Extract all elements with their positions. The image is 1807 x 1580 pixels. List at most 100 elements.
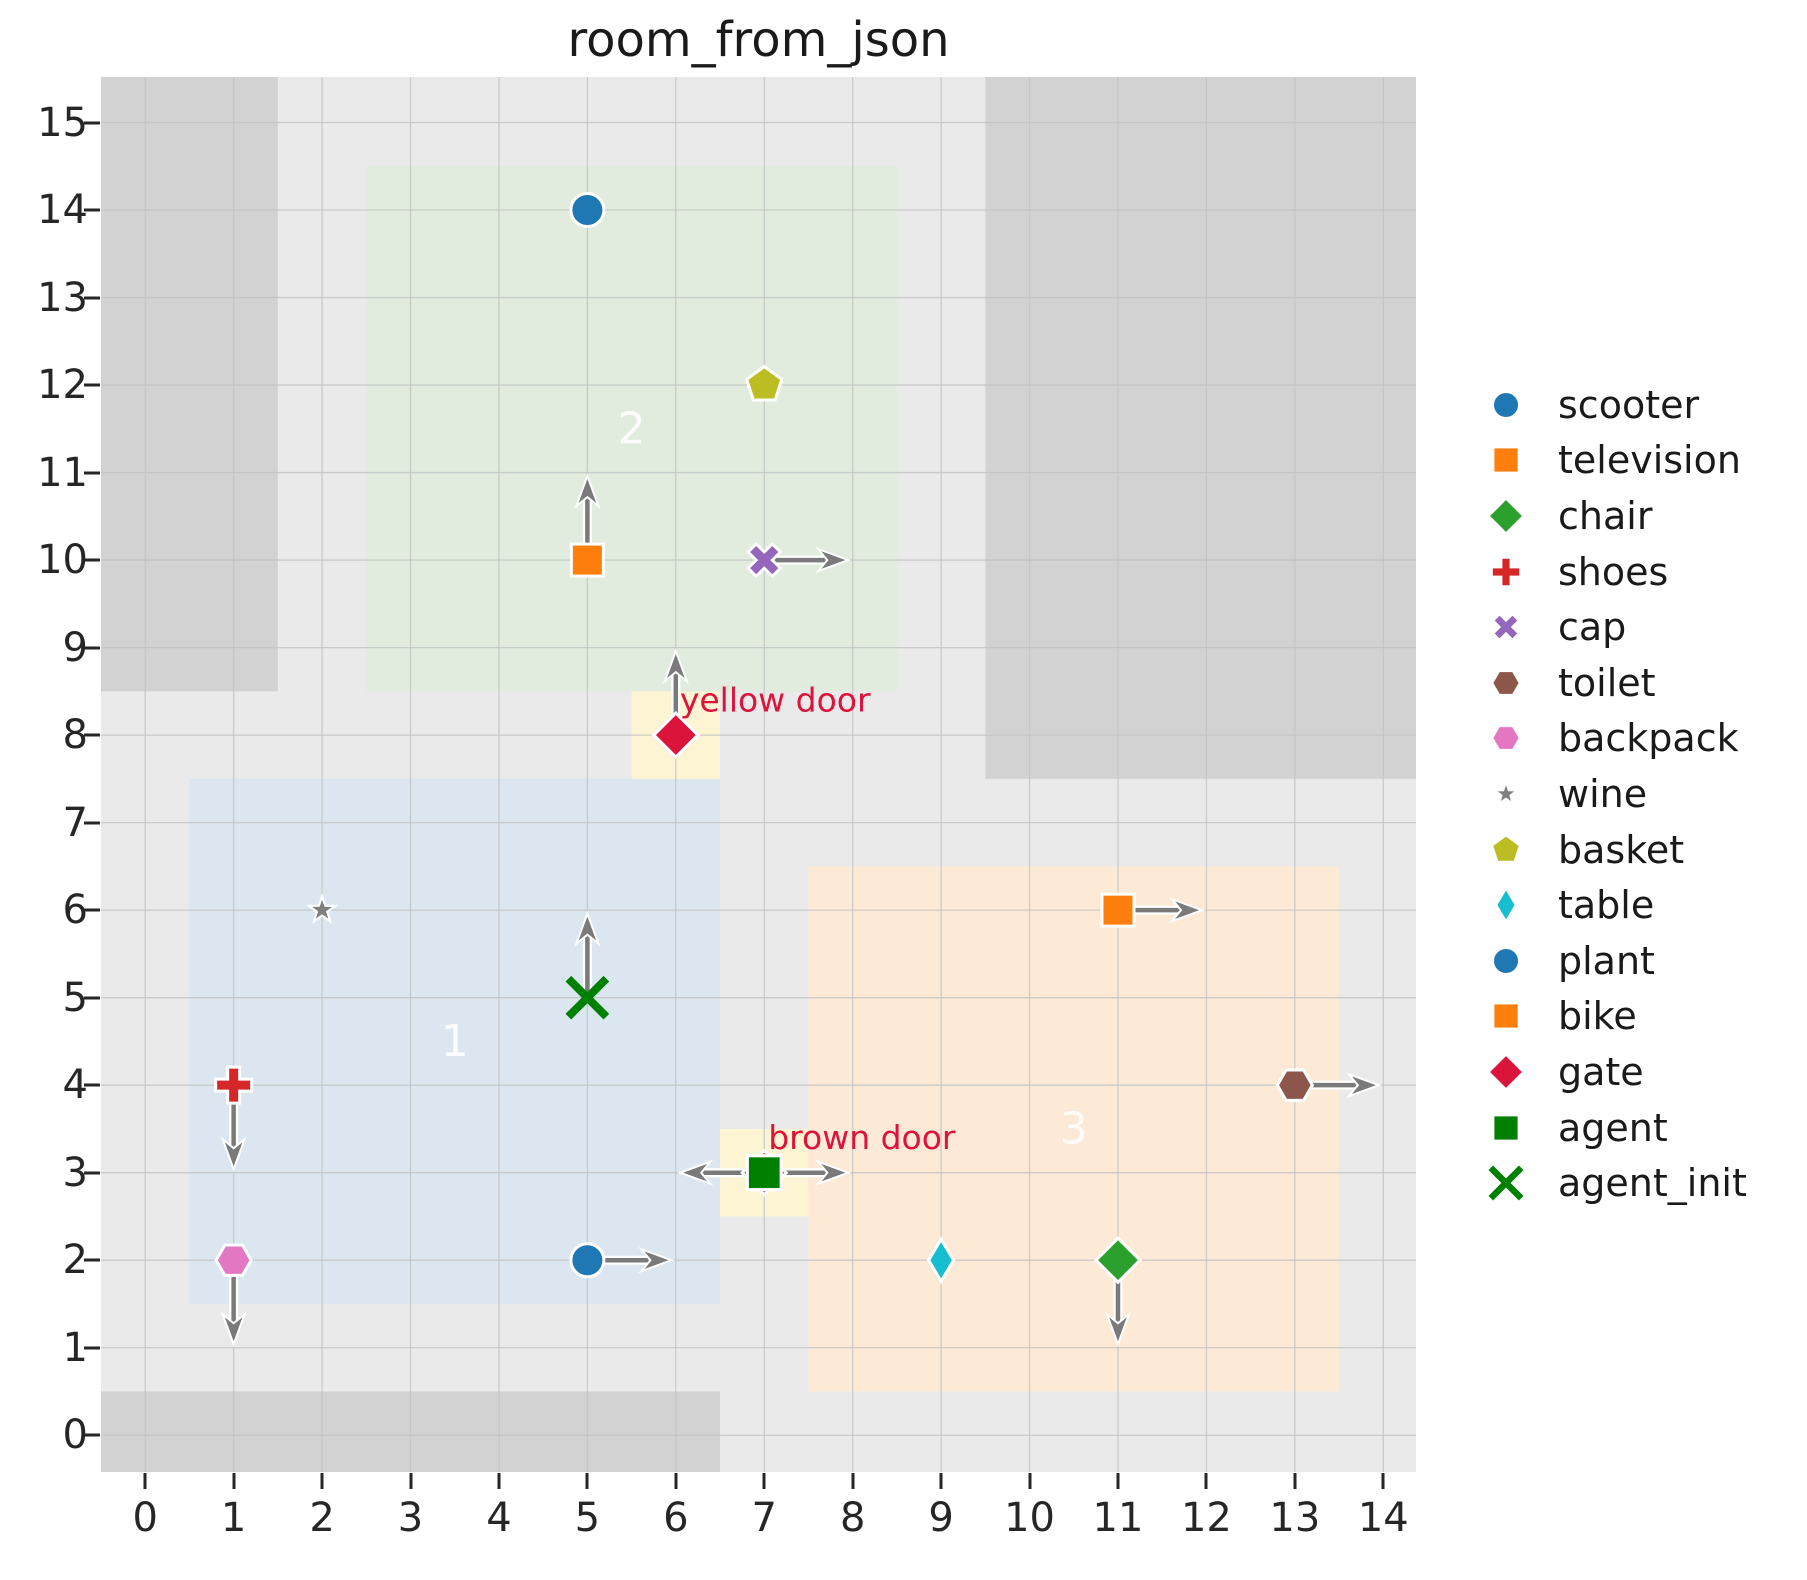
legend-item-chair: chair: [1468, 488, 1747, 544]
marker-toilet-shape: [1275, 1068, 1315, 1102]
legend-marker-chair: [1486, 496, 1526, 536]
legend-label: basket: [1558, 827, 1685, 872]
legend-item-agent: agent: [1468, 1100, 1747, 1156]
y-tick-mark: [84, 908, 100, 912]
y-tick-label: 14: [37, 187, 88, 234]
y-tick-label: 8: [62, 712, 88, 759]
marker-cap: [746, 541, 783, 579]
arrow-head: [220, 1311, 247, 1348]
legend-label: chair: [1558, 493, 1653, 538]
legend-marker-backpack: [1490, 725, 1522, 752]
x-tick-mark: [851, 1473, 855, 1489]
legend-item-toilet: toilet: [1468, 655, 1747, 711]
y-tick-mark: [84, 1433, 100, 1437]
arrow-head: [638, 1247, 675, 1274]
y-tick-mark: [84, 1346, 100, 1350]
legend-marker-agent-shape: [1491, 1113, 1521, 1142]
basket-legend-icon: [1490, 833, 1522, 863]
y-tick-label: 13: [37, 274, 88, 321]
x-tick-label: 6: [663, 1495, 689, 1541]
direction-arrow: [764, 546, 852, 574]
chair-legend-icon: [1486, 496, 1526, 536]
y-tick-label: 3: [62, 1149, 88, 1196]
marker-table-shape: [926, 1236, 956, 1285]
marker-table: [926, 1236, 956, 1285]
x-tick-label: 10: [1004, 1495, 1055, 1541]
x-tick-mark: [143, 1473, 147, 1489]
y-tick-mark: [84, 383, 100, 387]
marker-plant-shape: [569, 1242, 606, 1279]
plant-legend-icon: [1491, 946, 1521, 976]
y-tick-label: 11: [37, 449, 88, 496]
legend-marker-cap: [1491, 612, 1521, 642]
legend-marker-table: [1494, 885, 1518, 925]
marker-toilet: [1275, 1068, 1315, 1102]
legend-label: agent: [1558, 1105, 1668, 1150]
legend-item-wine: wine: [1468, 766, 1747, 822]
arrow-head: [1168, 896, 1205, 924]
marker-chair-shape: [1093, 1236, 1143, 1285]
legend-marker-bike: [1491, 1002, 1521, 1031]
legend-marker-bike-shape: [1491, 1002, 1521, 1031]
legend-label: table: [1558, 883, 1655, 928]
y-tick-mark: [84, 558, 100, 562]
arrow-head: [815, 546, 852, 574]
legend-marker-basket-shape: [1490, 833, 1522, 863]
x-tick-mark: [762, 1473, 766, 1489]
arrow-head: [815, 1159, 852, 1186]
bike-legend-icon: [1491, 1002, 1521, 1031]
marker-shoes-shape: [214, 1065, 254, 1105]
legend-label: television: [1558, 438, 1741, 483]
legend-label: scooter: [1558, 382, 1700, 427]
y-tick-mark: [84, 646, 100, 650]
room-region-2: [366, 166, 897, 692]
y-tick-label: 7: [62, 799, 88, 846]
legend-label: plant: [1558, 938, 1655, 983]
y-tick-label: 5: [62, 974, 88, 1021]
x-tick-mark: [497, 1473, 501, 1489]
legend-marker-agent: [1491, 1113, 1521, 1142]
television-legend-icon: [1491, 446, 1521, 475]
legend-marker-toilet: [1490, 669, 1522, 697]
x-tick-label: 2: [309, 1495, 335, 1541]
x-tick-mark: [232, 1473, 236, 1489]
x-tick-mark: [1204, 1473, 1208, 1489]
x-tick-mark: [1293, 1473, 1297, 1489]
x-tick-label: 13: [1269, 1495, 1321, 1541]
legend-marker-shoes-shape: [1490, 555, 1522, 588]
legend-item-bike: bike: [1468, 989, 1747, 1045]
x-tick-mark: [320, 1473, 324, 1489]
backpack-legend-icon: [1490, 725, 1522, 752]
legend-label: cap: [1558, 605, 1627, 650]
x-tick-mark: [674, 1473, 678, 1489]
legend-item-television: television: [1468, 433, 1747, 489]
marker-wine-shape: [305, 893, 339, 924]
legend-label: shoes: [1558, 549, 1669, 594]
marker-gate: [651, 710, 700, 760]
marker-agent-shape: [745, 1154, 783, 1192]
room-label-3: 3: [1060, 1103, 1088, 1154]
cap-legend-icon: [1491, 612, 1521, 642]
legend-item-scooter: scooter: [1468, 377, 1747, 433]
legend-marker-television: [1491, 446, 1521, 475]
legend-marker-wine-shape: [1492, 779, 1520, 806]
x-tick-label: 14: [1357, 1495, 1409, 1541]
x-tick-mark: [1116, 1473, 1120, 1489]
arrow-head: [662, 648, 690, 685]
marker-basket: [744, 364, 784, 402]
x-tick-label: 3: [397, 1495, 424, 1541]
y-tick-mark: [84, 1258, 100, 1262]
y-tick-label: 10: [37, 537, 88, 584]
legend-item-table: table: [1468, 877, 1747, 933]
y-tick-mark: [84, 821, 100, 825]
x-tick-label: 1: [220, 1495, 247, 1541]
agent-legend-icon: [1491, 1113, 1521, 1142]
marker-bike: [1100, 892, 1136, 928]
x-tick-label: 12: [1180, 1495, 1232, 1541]
y-tick-mark: [84, 121, 100, 124]
legend-marker-toilet-shape: [1490, 669, 1522, 697]
y-tick-mark: [84, 471, 100, 475]
marker-agent_init-shape: [565, 975, 610, 1020]
y-tick-label: 15: [37, 99, 88, 146]
x-tick-mark: [585, 1473, 589, 1489]
